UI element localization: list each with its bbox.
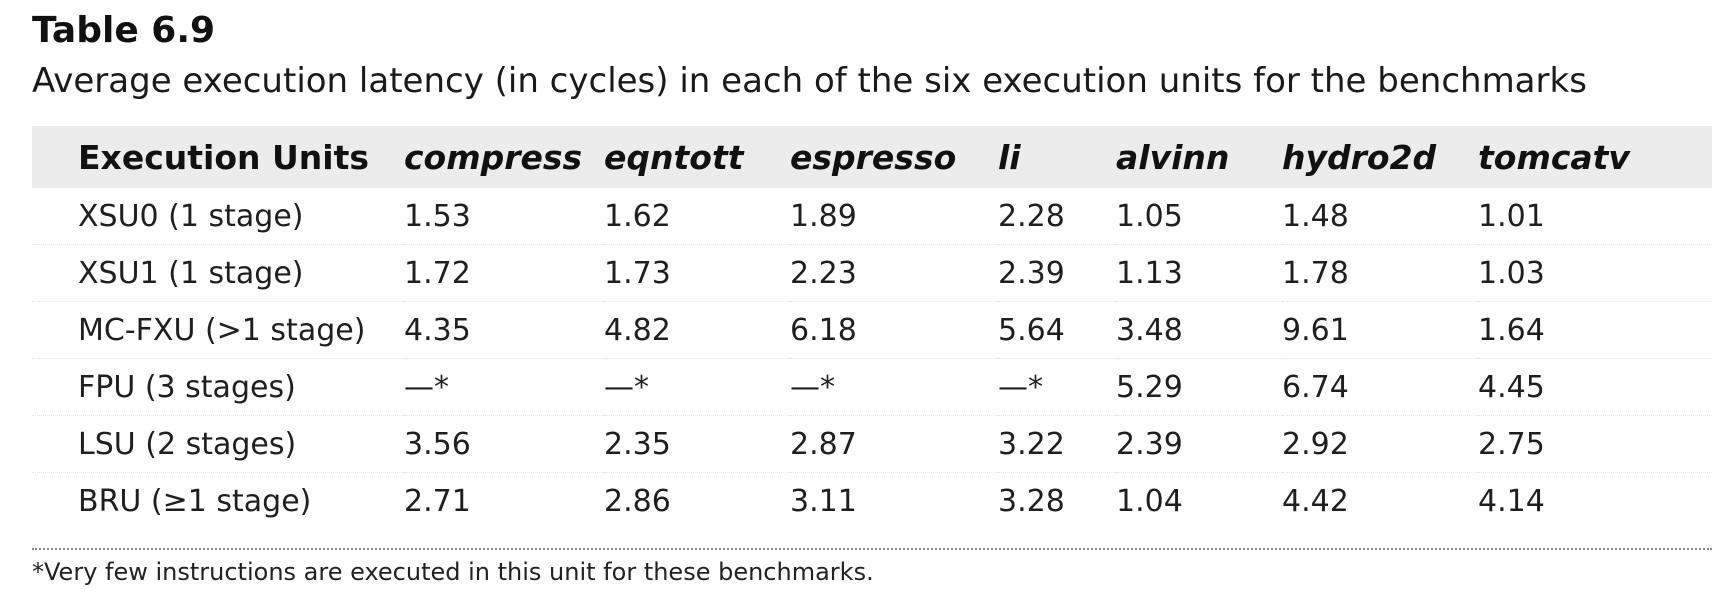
table-cell: 4.14 [1478, 483, 1545, 519]
row-label: FPU (3 stages) [32, 358, 404, 416]
table-cell: 2.35 [604, 415, 790, 473]
table-cell: —* [998, 358, 1116, 416]
column-header-execution-units: Execution Units [78, 137, 370, 177]
table-cell: 1.89 [790, 188, 998, 245]
table-cell: 2.86 [604, 483, 671, 519]
column-header-hydro2d: hydro2d [1282, 137, 1437, 177]
row-label: XSU1 (1 stage) [32, 244, 404, 302]
table-row: XSU1 (1 stage) 1.72 1.73 2.23 2.39 1.13 … [32, 244, 1712, 302]
column-header-tomcatv: tomcatv [1478, 137, 1630, 177]
table-cell: 1.01 [1478, 188, 1712, 245]
table-cell: —* [404, 358, 604, 416]
table-cell: 1.13 [1116, 244, 1282, 302]
table-cell: 4.45 [1478, 358, 1712, 416]
footnote-divider [32, 548, 1712, 550]
header-row: Execution Units compress eqntott espress… [32, 126, 1712, 188]
table-cell: 9.61 [1282, 301, 1478, 359]
table-footnote: *Very few instructions are executed in t… [32, 558, 874, 586]
table-cell: 2.28 [998, 188, 1116, 245]
table-cell: 1.64 [1478, 301, 1712, 359]
table-cell: 2.39 [1116, 415, 1282, 473]
table-cell: 3.56 [404, 415, 604, 473]
table-cell: 1.05 [1116, 188, 1282, 245]
table-row: XSU0 (1 stage) 1.53 1.62 1.89 2.28 1.05 … [32, 188, 1712, 245]
table-cell: —* [790, 358, 998, 416]
column-header-espresso: espresso [790, 137, 957, 177]
table-block: Table 6.9 Average execution latency (in … [32, 8, 1712, 586]
table-cell: 1.72 [404, 244, 604, 302]
column-header-li: li [998, 137, 1021, 177]
table-cell: 5.64 [998, 301, 1116, 359]
table-cell: 2.87 [790, 415, 998, 473]
table-cell: 3.22 [998, 415, 1116, 473]
column-header-eqntott: eqntott [604, 137, 744, 177]
table-row: FPU (3 stages) —* —* —* —* 5.29 6.74 4.4… [32, 358, 1712, 416]
column-header-alvinn: alvinn [1116, 137, 1230, 177]
row-label: BRU (≥1 stage) [78, 483, 312, 519]
table-cell: 2.39 [998, 244, 1116, 302]
row-label: LSU (2 stages) [32, 415, 404, 473]
table-row: BRU (≥1 stage) 2.71 2.86 3.11 3.28 1.04 … [32, 473, 1712, 530]
table-cell: 2.23 [790, 244, 998, 302]
table-cell: 6.74 [1282, 358, 1478, 416]
row-label: MC-FXU (>1 stage) [32, 301, 404, 359]
table-cell: 1.73 [604, 244, 790, 302]
table-cell: 2.71 [404, 483, 471, 519]
table-cell: 3.28 [998, 483, 1065, 519]
table-cell: 5.29 [1116, 358, 1282, 416]
table-cell: 2.92 [1282, 415, 1478, 473]
table-label: Table 6.9 [32, 10, 216, 51]
latency-table: Execution Units compress eqntott espress… [32, 126, 1712, 529]
table-row: MC-FXU (>1 stage) 4.35 4.82 6.18 5.64 3.… [32, 301, 1712, 359]
table-cell: 1.48 [1282, 188, 1478, 245]
table-cell: 3.48 [1116, 301, 1282, 359]
column-header-compress: compress [404, 137, 583, 177]
table-cell: 1.62 [604, 188, 790, 245]
table-cell: 1.03 [1478, 244, 1712, 302]
table-cell: 1.53 [404, 188, 604, 245]
table-caption: Average execution latency (in cycles) in… [32, 61, 1587, 101]
row-label: XSU0 (1 stage) [32, 188, 404, 245]
table-cell: 3.11 [790, 483, 857, 519]
table-cell: 6.18 [790, 301, 998, 359]
table-cell: 1.78 [1282, 244, 1478, 302]
table-cell: 4.35 [404, 301, 604, 359]
table-cell: 4.42 [1282, 483, 1349, 519]
table-cell: 1.04 [1116, 483, 1183, 519]
table-row: LSU (2 stages) 3.56 2.35 2.87 3.22 2.39 … [32, 415, 1712, 473]
table-cell: —* [604, 358, 790, 416]
table-cell: 2.75 [1478, 415, 1712, 473]
table-cell: 4.82 [604, 301, 790, 359]
